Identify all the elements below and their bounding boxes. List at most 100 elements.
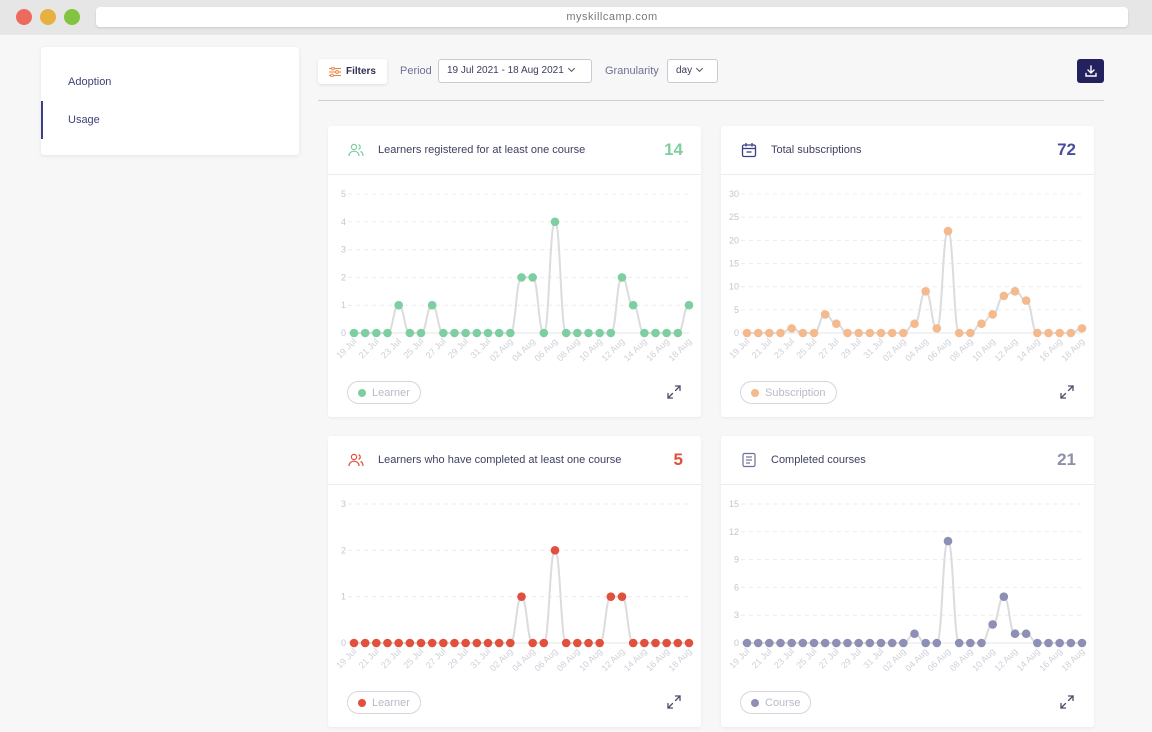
data-point [360,328,370,338]
close-window-button[interactable] [16,9,32,25]
data-point [528,273,537,282]
x-tick-label: 19 Jul [334,646,358,670]
x-tick-label: 21 Jul [750,336,774,360]
users-icon [348,453,364,467]
data-point [606,592,616,601]
data-point [1066,328,1076,338]
y-tick-label: 2 [341,545,346,555]
data-point [910,319,919,329]
total-subscriptions-card: Total subscriptions 72 0 5 10 15 20 25 30 19 Ju… [721,126,1094,417]
data-point [494,328,504,338]
data-point [932,638,942,648]
data-point [349,638,359,648]
data-point [943,226,953,236]
sliders-icon [328,66,341,77]
y-tick-label: 1 [341,592,346,602]
card-header: Learners registered for at least one cou… [328,126,701,175]
expand-icon[interactable] [667,695,681,709]
y-tick-label: 0 [734,638,739,648]
legend-toggle[interactable]: Learner [347,691,421,714]
data-point [887,638,897,648]
data-point [954,328,964,338]
y-tick-label: 30 [729,189,739,199]
download-button[interactable] [1077,59,1104,83]
filter-toolbar: Filters Period 19 Jul 2021 - 18 Aug 2021… [318,57,1104,101]
y-tick-label: 0 [734,328,739,338]
maximize-window-button[interactable] [64,9,80,25]
y-tick-label: 15 [729,259,739,269]
x-tick-label: 08 Aug [948,336,975,363]
y-tick-label: 6 [734,582,739,592]
data-point [383,638,392,648]
legend-toggle[interactable]: Subscription [740,381,837,404]
data-point [405,328,415,338]
data-point [640,328,649,338]
card-title: Completed courses [771,454,866,466]
data-point [1021,296,1031,305]
legend-dot [751,698,759,707]
data-point [753,638,763,648]
data-point [865,638,875,648]
x-tick-label: 23 Jul [379,646,403,670]
data-point [673,638,683,648]
legend-toggle[interactable]: Learner [347,381,421,404]
data-point [1044,328,1053,338]
y-tick-label: 10 [729,282,739,292]
learners-completed-card: Learners who have completed at least one… [328,436,701,727]
data-point [550,217,560,227]
x-tick-label: 21 Jul [357,336,381,360]
x-tick-label: 27 Jul [817,646,841,670]
filters-button[interactable]: Filters [318,59,387,84]
sidebar-item-adoption[interactable]: Adoption [68,76,112,88]
minimize-window-button[interactable] [40,9,56,25]
address-bar[interactable]: myskillcamp.com [96,7,1128,27]
period-label: Period [400,65,432,77]
y-tick-label: 0 [341,328,346,338]
x-tick-label: 25 Jul [794,646,818,670]
granularity-value: day [676,65,693,76]
data-point [372,638,381,648]
data-point [506,328,515,338]
y-tick-label: 0 [341,638,346,648]
sidebar-item-usage[interactable]: Usage [41,101,299,139]
x-tick-label: 06 Aug [533,646,560,673]
period-select[interactable]: 19 Jul 2021 - 18 Aug 2021 [438,59,592,83]
download-icon [1084,65,1097,77]
data-point [999,592,1009,601]
expand-icon[interactable] [667,385,681,399]
data-point [966,638,975,648]
expand-icon[interactable] [1060,385,1074,399]
data-point [787,638,796,648]
data-point [787,324,796,333]
x-tick-label: 06 Aug [533,336,560,363]
granularity-select[interactable]: day [667,59,718,83]
x-tick-label: 19 Jul [727,336,751,360]
calendar-icon [741,143,757,158]
x-tick-label: 02 Aug [881,336,908,363]
data-point [416,328,426,338]
data-point [517,273,526,282]
y-tick-label: 25 [729,212,739,222]
x-tick-label: 25 Jul [401,336,425,360]
x-tick-label: 12 Aug [993,646,1020,673]
x-tick-label: 04 Aug [903,336,930,363]
data-point [450,328,459,338]
chevron-down-icon [696,64,704,73]
x-tick-label: 02 Aug [488,646,515,673]
x-tick-label: 23 Jul [772,646,796,670]
data-point [899,638,908,648]
legend-dot [358,698,366,707]
data-point [394,300,403,310]
data-point [843,638,852,648]
legend-toggle[interactable]: Course [740,691,812,714]
data-point [439,328,448,338]
data-point [584,638,593,648]
data-point [832,638,841,648]
granularity-label: Granularity [605,65,659,77]
completed-courses-card: Completed courses 21 0 3 6 9 12 15 19 Jul 21 Ju… [721,436,1094,727]
x-tick-label: 18 Aug [1060,336,1087,363]
expand-icon[interactable] [1060,695,1074,709]
x-tick-label: 16 Aug [644,646,671,673]
data-point [876,638,886,648]
